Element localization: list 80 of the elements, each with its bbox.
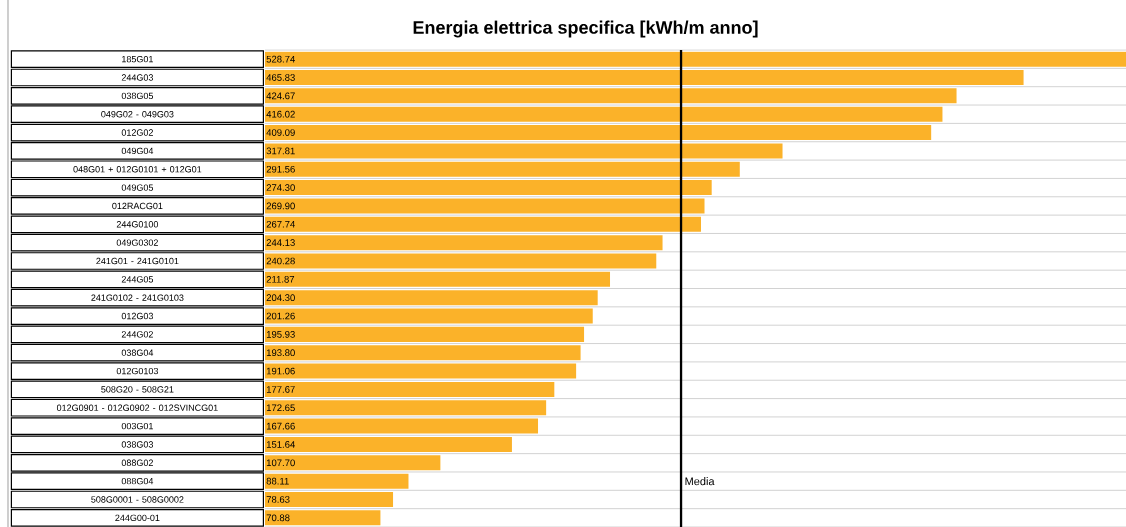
data-label: 424.67 <box>266 92 295 100</box>
bar <box>265 491 394 507</box>
data-label: 409.09 <box>266 129 295 136</box>
y-tick-label: 049G02 - 049G03 <box>101 111 174 118</box>
y-tick-label: 048G01 + 012G0101 + 012G01 <box>73 166 202 173</box>
bar <box>265 106 943 122</box>
y-tick-label: 012G0103 <box>116 367 159 375</box>
data-label: 151.64 <box>266 441 295 448</box>
data-label: 528.74 <box>266 55 295 63</box>
bar <box>265 161 740 177</box>
y-tick-label: 244G0100 <box>116 221 159 228</box>
data-label: 172.65 <box>266 404 295 412</box>
y-tick-label: 049G05 <box>121 184 154 191</box>
y-tick-label: 038G05 <box>121 92 154 100</box>
data-label: 177.67 <box>266 386 295 393</box>
bar <box>265 70 1024 86</box>
y-tick-label: 038G03 <box>121 441 154 448</box>
data-label: 465.83 <box>266 74 295 81</box>
y-tick-label: 185G01 <box>122 55 153 63</box>
bar <box>265 216 701 232</box>
bar <box>265 510 381 526</box>
bar <box>265 473 409 489</box>
bar <box>265 381 555 397</box>
y-tick-label: 012G02 <box>121 129 153 136</box>
data-label: 167.66 <box>266 422 295 430</box>
y-tick-label: 088G04 <box>121 477 154 485</box>
y-tick-label: 003G01 <box>121 422 153 430</box>
data-label: 269.90 <box>266 202 295 210</box>
bar <box>265 455 441 471</box>
y-tick-label: 244G05 <box>121 276 154 283</box>
data-label: 201.26 <box>266 312 295 320</box>
data-label: 70.88 <box>266 514 290 522</box>
ref-line-label: Media <box>685 477 715 486</box>
y-tick-label: 088G02 <box>121 459 153 466</box>
data-label: 193.80 <box>266 349 295 357</box>
y-tick-label: 244G00-01 <box>115 514 160 522</box>
data-label: 107.70 <box>266 459 295 467</box>
y-tick-label: 012G0901 - 012G0902 - 012SVINCG01 <box>56 404 218 411</box>
y-tick-label: 241G01 - 241G0101 <box>96 257 179 265</box>
bar <box>265 345 581 361</box>
bar <box>265 180 712 196</box>
bar <box>265 271 611 287</box>
bar <box>265 400 547 416</box>
data-label: 291.56 <box>266 165 295 173</box>
y-tick-label: 049G0302 <box>116 239 158 246</box>
data-label: 416.02 <box>266 110 295 118</box>
y-tick-label: 508G20 - 508G21 <box>101 386 174 393</box>
y-tick-label: 508G0001 - 508G0002 <box>91 496 184 503</box>
data-label: 244.13 <box>266 239 295 247</box>
bar <box>265 51 1126 67</box>
data-label: 78.63 <box>266 496 290 503</box>
data-label: 88.11 <box>266 477 289 485</box>
chart-title: Energia elettrica specifica [kWh/m anno] <box>413 20 758 38</box>
bar <box>265 143 783 159</box>
data-label: 191.06 <box>266 367 295 375</box>
y-tick-label: 244G02 <box>121 331 153 338</box>
data-label: 204.30 <box>266 294 295 302</box>
bar <box>265 363 577 379</box>
bar <box>265 308 593 324</box>
y-tick-label: 049G04 <box>121 147 154 155</box>
y-tick-label: 244G03 <box>121 74 154 81</box>
y-tick-label: 241G0102 - 241G0103 <box>91 294 184 301</box>
data-label: 240.28 <box>266 257 295 265</box>
bar <box>265 418 539 434</box>
bar <box>265 290 598 306</box>
bar <box>265 198 705 214</box>
bar <box>265 326 585 342</box>
y-tick-label: 038G04 <box>121 349 154 356</box>
data-label: 267.74 <box>266 220 295 228</box>
data-label: 211.87 <box>266 275 295 283</box>
y-tick-label: 012G03 <box>121 312 154 320</box>
bar <box>265 235 663 251</box>
bar <box>265 88 957 104</box>
bar <box>265 125 932 141</box>
data-label: 195.93 <box>266 331 295 338</box>
bar <box>265 436 512 452</box>
data-label: 317.81 <box>266 147 295 155</box>
data-label: 274.30 <box>266 184 295 191</box>
bar <box>265 253 657 269</box>
y-tick-label: 012RACG01 <box>112 202 163 210</box>
